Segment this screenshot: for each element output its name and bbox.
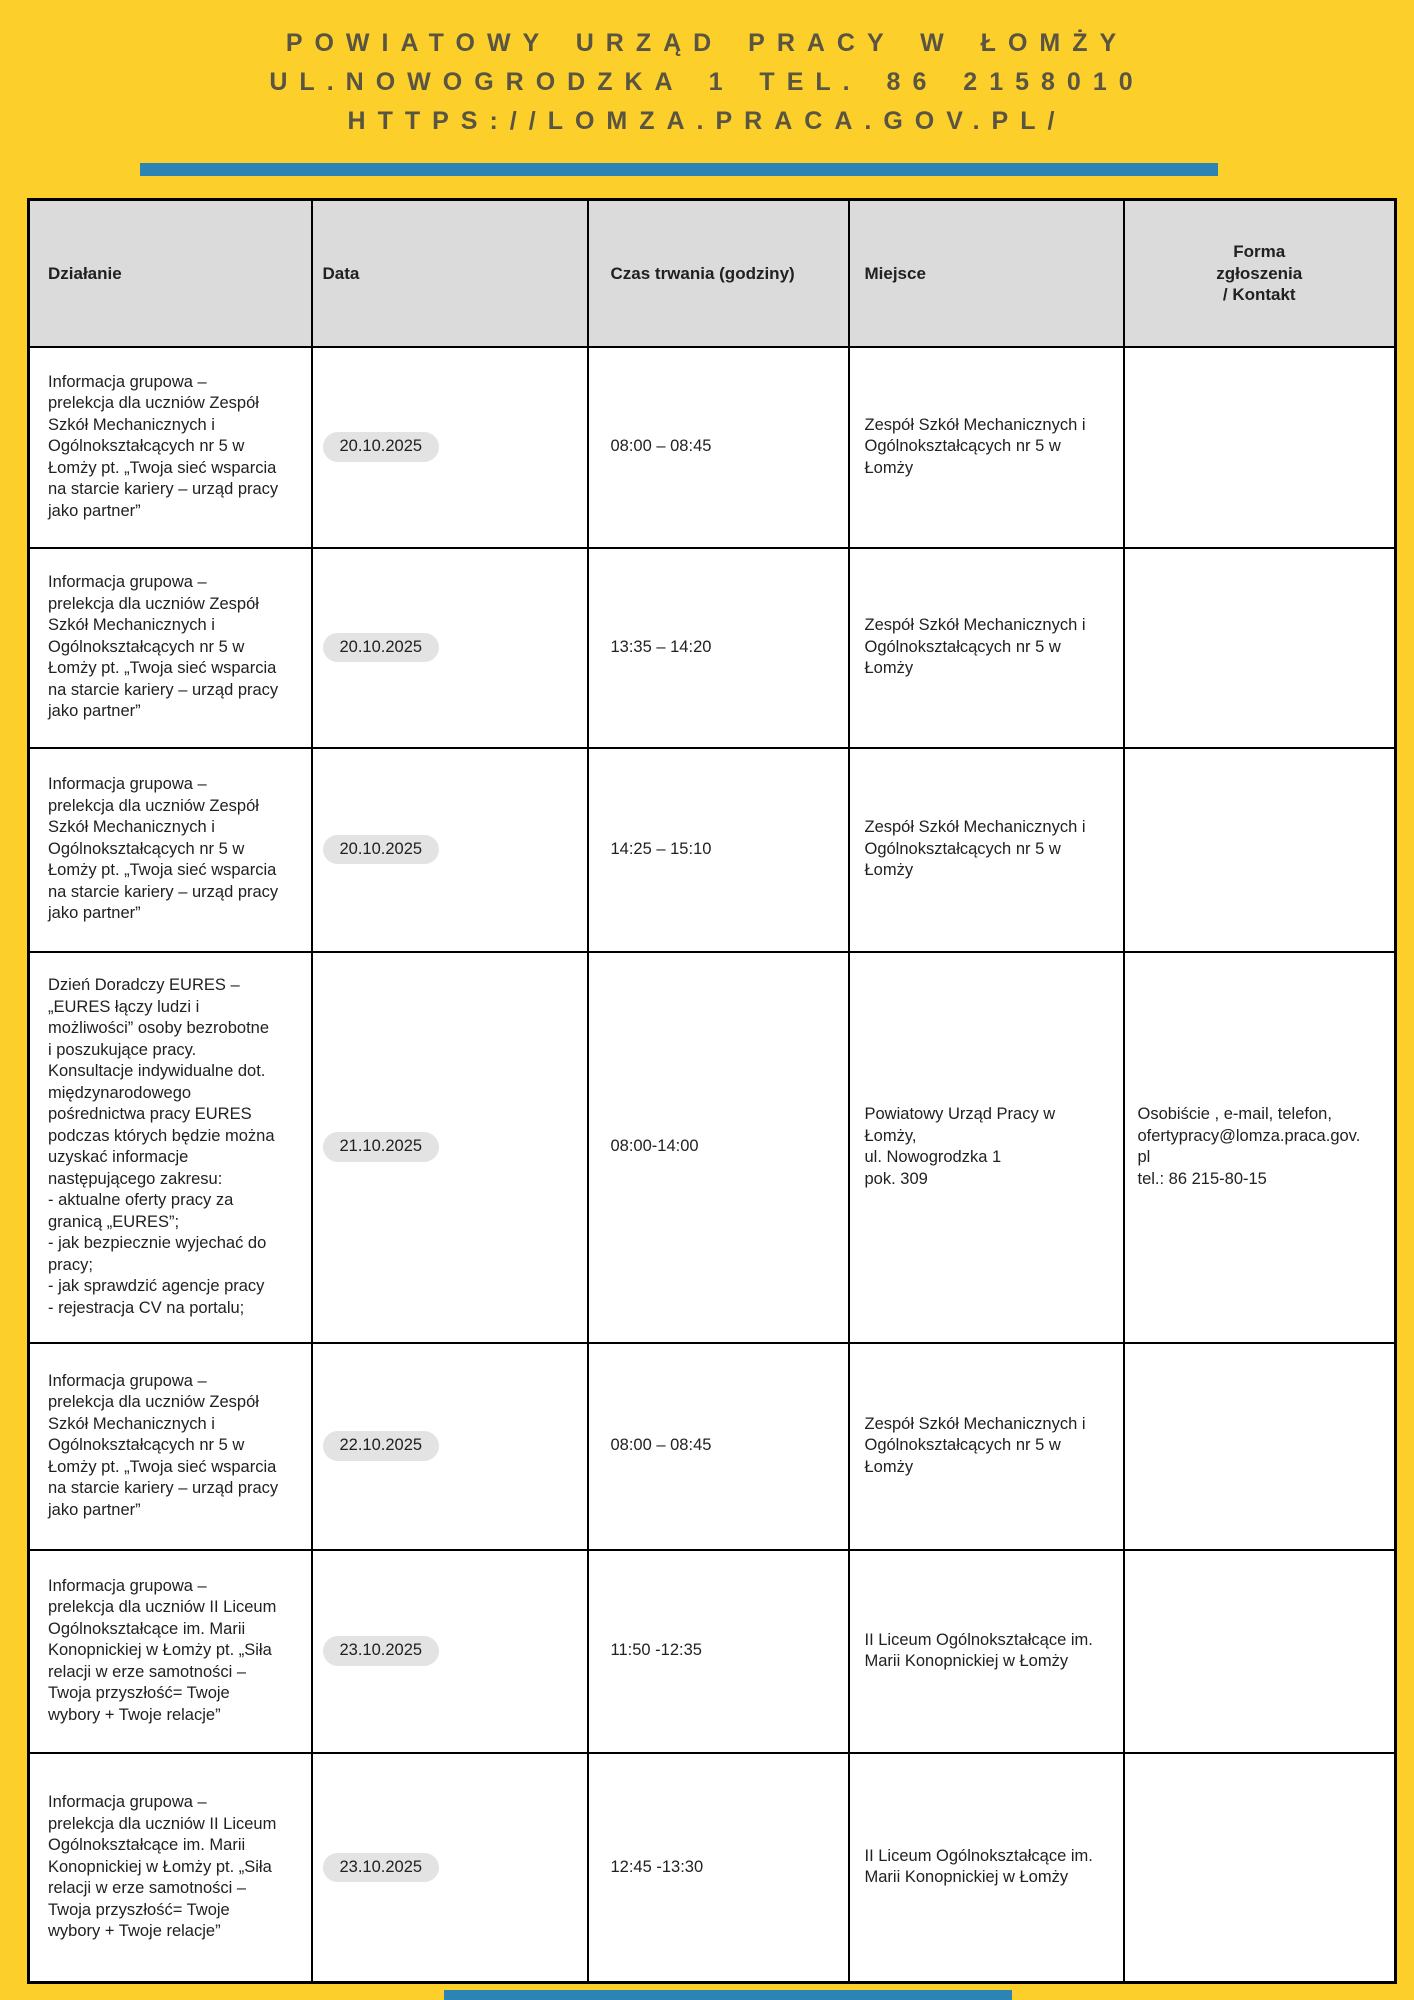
contact-cell [1122,1751,1397,1984]
col-header-place: Miejsce [847,198,1125,348]
page-header: POWIATOWY URZĄD PRACY W ŁOMŻY UL.NOWOGRO… [0,24,1414,141]
accent-bar-bottom [444,1990,1012,2000]
action-cell: Dzień Doradczy EURES – „EURES łączy ludz… [27,950,313,1344]
header-line-address-phone: UL.NOWOGRODZKA 1 TEL. 86 2158010 [269,68,1145,96]
duration-cell: 08:00 – 08:45 [586,345,850,549]
action-cell: Informacja grupowa – prelekcja dla uczni… [27,546,313,749]
table-row: Informacja grupowa – prelekcja dla uczni… [27,1341,1397,1551]
date-cell: 23.10.2025 [310,1548,589,1754]
date-cell: 20.10.2025 [310,546,589,749]
header-line-website: HTTPS://LOMZA.PRACA.GOV.PL/ [347,107,1067,135]
date-badge: 23.10.2025 [322,1636,440,1666]
duration-cell: 08:00-14:00 [586,950,850,1344]
action-cell: Informacja grupowa – prelekcja dla uczni… [27,1341,313,1551]
col-header-duration: Czas trwania (godziny) [586,198,850,348]
date-cell: 21.10.2025 [310,950,589,1344]
col-header-action: Działanie [27,198,313,348]
action-cell: Informacja grupowa – prelekcja dla uczni… [27,345,313,549]
place-cell: Zespół Szkół Mechanicznych i Ogólnokszta… [847,345,1125,549]
contact-cell [1122,546,1397,749]
place-cell: Zespół Szkół Mechanicznych i Ogólnokszta… [847,546,1125,749]
date-cell: 22.10.2025 [310,1341,589,1551]
contact-cell: Osobiście , e-mail, telefon, ofertypracy… [1122,950,1397,1344]
date-badge: 20.10.2025 [322,834,440,865]
contact-cell [1122,1341,1397,1551]
contact-cell [1122,345,1397,549]
table-row: Informacja grupowa – prelekcja dla uczni… [27,546,1397,749]
table-row: Informacja grupowa – prelekcja dla uczni… [27,1548,1397,1754]
header-line-office-name: POWIATOWY URZĄD PRACY W ŁOMŻY [285,29,1129,57]
duration-cell: 13:35 – 14:20 [586,546,850,749]
action-cell: Informacja grupowa – prelekcja dla uczni… [27,746,313,953]
date-badge: 23.10.2025 [322,1852,440,1882]
duration-cell: 11:50 -12:35 [586,1548,850,1754]
col-header-date: Data [310,198,589,348]
contact-cell [1122,746,1397,953]
col-header-contact: Forma zgłoszenia / Kontakt [1122,198,1397,348]
accent-bar-top [140,163,1218,176]
date-cell: 20.10.2025 [310,345,589,549]
date-badge: 20.10.2025 [322,432,440,462]
duration-cell: 14:25 – 15:10 [586,746,850,953]
place-cell: Powiatowy Urząd Pracy w Łomży, ul. Nowog… [847,950,1125,1344]
table-row: Informacja grupowa – prelekcja dla uczni… [27,746,1397,953]
schedule-table: Działanie Data Czas trwania (godziny) Mi… [27,198,1397,1984]
place-cell: Zespół Szkół Mechanicznych i Ogólnokszta… [847,746,1125,953]
table-row: Informacja grupowa – prelekcja dla uczni… [27,1751,1397,1984]
place-cell: II Liceum Ogólnokształcące im. Marii Kon… [847,1751,1125,1984]
duration-cell: 12:45 -13:30 [586,1751,850,1984]
date-badge: 20.10.2025 [322,632,440,663]
date-cell: 23.10.2025 [310,1751,589,1984]
action-cell: Informacja grupowa – prelekcja dla uczni… [27,1548,313,1754]
place-cell: II Liceum Ogólnokształcące im. Marii Kon… [847,1548,1125,1754]
table-header-row: Działanie Data Czas trwania (godziny) Mi… [27,198,1397,348]
action-cell: Informacja grupowa – prelekcja dla uczni… [27,1751,313,1984]
contact-cell [1122,1548,1397,1754]
place-cell: Zespół Szkół Mechanicznych i Ogólnokszta… [847,1341,1125,1551]
date-badge: 22.10.2025 [322,1431,440,1461]
date-cell: 20.10.2025 [310,746,589,953]
date-badge: 21.10.2025 [322,1132,440,1162]
table-row: Informacja grupowa – prelekcja dla uczni… [27,345,1397,549]
duration-cell: 08:00 – 08:45 [586,1341,850,1551]
table-row: Dzień Doradczy EURES – „EURES łączy ludz… [27,950,1397,1344]
